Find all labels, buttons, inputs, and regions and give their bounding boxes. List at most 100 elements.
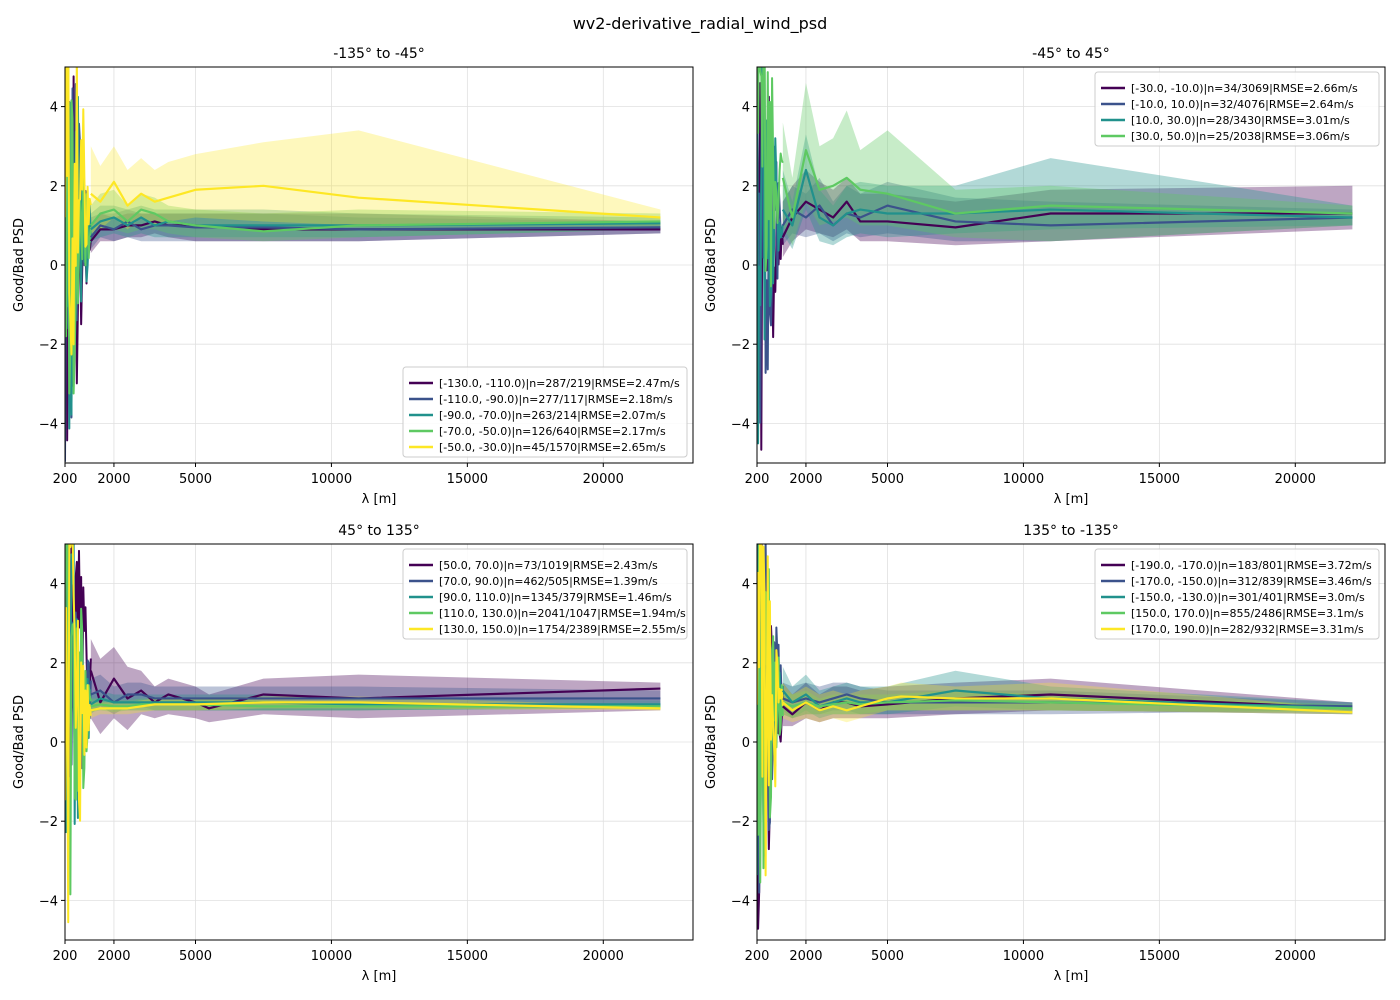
figure-title: wv2-derivative_radial_wind_psd	[572, 14, 828, 33]
legend-label-5: [170.0, 190.0)|n=282/932|RMSE=3.31m/s	[1131, 623, 1364, 636]
subplot-title: 45° to 135°	[338, 523, 420, 539]
x-axis-label: λ [m]	[1054, 492, 1089, 507]
x-tick-label: 20000	[583, 472, 624, 487]
x-tick-label: 5000	[179, 472, 212, 487]
plot-area	[65, 67, 661, 462]
legend-label-4: [30.0, 50.0)|n=25/2038|RMSE=3.06m/s	[1131, 130, 1350, 143]
legend-label-3: [10.0, 30.0)|n=28/3430|RMSE=3.01m/s	[1131, 114, 1350, 127]
subplot-title: 135° to -135°	[1023, 523, 1118, 539]
x-tick-label: 5000	[871, 949, 904, 964]
legend: [-190.0, -170.0)|n=183/801|RMSE=3.72m/s […	[1094, 548, 1380, 640]
legend-label-2: [-10.0, 10.0)|n=32/4076|RMSE=2.64m/s	[1131, 98, 1354, 111]
x-tick-label: 10000	[1003, 472, 1044, 487]
series-noise-4	[757, 67, 784, 288]
x-tick-label: 10000	[1003, 949, 1044, 964]
plot-area	[757, 67, 1353, 451]
y-tick-label: 4	[50, 101, 58, 116]
legend-label-2: [70.0, 90.0)|n=462/505|RMSE=1.39m/s	[439, 575, 658, 588]
series-line-4	[781, 149, 1353, 219]
series-line-4	[782, 699, 1353, 710]
subplot-3: 200 2000 5000 10000 15000 20000 −4 −2 0 2 4 45° to …	[12, 523, 694, 984]
y-tick-label: −4	[39, 417, 58, 432]
legend-label-4: [110.0, 130.0)|n=2041/1047|RMSE=1.94m/s	[439, 607, 686, 620]
x-tick-label: 5000	[871, 472, 904, 487]
subplot-title: -45° to 45°	[1032, 46, 1110, 62]
series-band-5	[90, 130, 661, 234]
x-tick-label: 20000	[1275, 472, 1316, 487]
series-line-5	[90, 701, 661, 712]
y-tick-label: 2	[50, 657, 58, 672]
x-tick-label: 15000	[1139, 472, 1180, 487]
series-line-2	[782, 693, 1353, 708]
x-axis-label: λ [m]	[1054, 969, 1089, 984]
series-noise-5	[757, 544, 784, 877]
y-axis-label: Good/Bad PSD	[12, 695, 27, 789]
subplot-title: -135° to -45°	[333, 46, 425, 62]
x-tick-label: 2000	[789, 472, 822, 487]
y-tick-label: 2	[50, 180, 58, 195]
legend-label-3: [90.0, 110.0)|n=1345/379|RMSE=1.46m/s	[439, 591, 672, 604]
legend: [-130.0, -110.0)|n=287/219|RMSE=2.47m/s […	[402, 366, 688, 458]
series-band-1	[90, 639, 661, 735]
series-noise-5	[65, 67, 92, 356]
x-tick-label: 15000	[1139, 949, 1180, 964]
x-axis-label: λ [m]	[362, 969, 397, 984]
legend-label-4: [150.0, 170.0)|n=855/2486|RMSE=3.1m/s	[1131, 607, 1364, 620]
legend-label-1: [-190.0, -170.0)|n=183/801|RMSE=3.72m/s	[1131, 559, 1372, 572]
series-line-3	[781, 689, 1353, 710]
y-tick-label: −4	[731, 894, 750, 909]
legend-box	[402, 366, 688, 458]
subplot-4: 200 2000 5000 10000 15000 20000 −4 −2 0 2 4 135° to…	[704, 523, 1386, 984]
x-tick-label: 10000	[311, 949, 352, 964]
y-tick-label: −2	[39, 338, 58, 353]
y-tick-label: −2	[39, 815, 58, 830]
subplot-2: 200 2000 5000 10000 15000 20000 −4 −2 0 2 4 -45° to…	[704, 46, 1386, 507]
x-axis-label: λ [m]	[362, 492, 397, 507]
subplot-1: 200 2000 5000 10000 15000 20000 −4 −2 0 2 4 -135° t…	[12, 46, 694, 507]
series-line-2	[90, 689, 661, 704]
legend-label-1: [-130.0, -110.0)|n=287/219|RMSE=2.47m/s	[439, 377, 680, 390]
series-noise-5	[65, 544, 92, 924]
x-tick-label: 200	[745, 949, 770, 964]
legend-label-1: [50.0, 70.0)|n=73/1019|RMSE=2.43m/s	[439, 559, 658, 572]
legend-label-3: [-90.0, -70.0)|n=263/214|RMSE=2.07m/s	[439, 409, 666, 422]
legend: [-30.0, -10.0)|n=34/3069|RMSE=2.66m/s [-1…	[1094, 71, 1380, 147]
legend-box	[1094, 548, 1380, 640]
x-tick-label: 10000	[311, 472, 352, 487]
plot-area	[65, 544, 661, 924]
series-line-5	[782, 695, 1353, 714]
series-line-3	[781, 168, 1353, 227]
legend-label-2: [-170.0, -150.0)|n=312/839|RMSE=3.46m/s	[1131, 575, 1372, 588]
series-noise-3	[757, 67, 784, 445]
y-tick-label: 2	[742, 180, 750, 195]
legend-label-5: [130.0, 150.0)|n=1754/2389|RMSE=2.55m/s	[439, 623, 686, 636]
legend-label-1: [-30.0, -10.0)|n=34/3069|RMSE=2.66m/s	[1131, 82, 1358, 95]
legend-label-2: [-110.0, -90.0)|n=277/117|RMSE=2.18m/s	[439, 393, 673, 406]
y-tick-label: 0	[742, 259, 750, 274]
series-line-5	[90, 180, 661, 219]
x-tick-label: 200	[53, 472, 78, 487]
series-band-2	[782, 177, 1353, 246]
legend-label-5: [-50.0, -30.0)|n=45/1570|RMSE=2.65m/s	[439, 441, 666, 454]
x-tick-label: 15000	[447, 949, 488, 964]
series-band-3	[90, 205, 661, 242]
y-tick-label: 4	[50, 578, 58, 593]
y-tick-label: 0	[50, 259, 58, 274]
plot-area	[757, 544, 1353, 930]
x-tick-label: 200	[53, 949, 78, 964]
y-tick-label: 4	[742, 101, 750, 116]
x-tick-label: 20000	[583, 949, 624, 964]
x-tick-label: 2000	[97, 949, 130, 964]
y-tick-label: −2	[731, 815, 750, 830]
y-tick-label: 0	[742, 736, 750, 751]
series-band-2	[782, 682, 1353, 719]
y-tick-label: 2	[742, 657, 750, 672]
legend-label-4: [-70.0, -50.0)|n=126/640|RMSE=2.17m/s	[439, 425, 666, 438]
y-axis-label: Good/Bad PSD	[12, 218, 27, 312]
x-tick-label: 5000	[179, 949, 212, 964]
y-axis-label: Good/Bad PSD	[704, 695, 719, 789]
y-tick-label: 4	[742, 578, 750, 593]
legend-box	[402, 548, 688, 640]
legend: [50.0, 70.0)|n=73/1019|RMSE=2.43m/s [70.0…	[402, 548, 688, 640]
